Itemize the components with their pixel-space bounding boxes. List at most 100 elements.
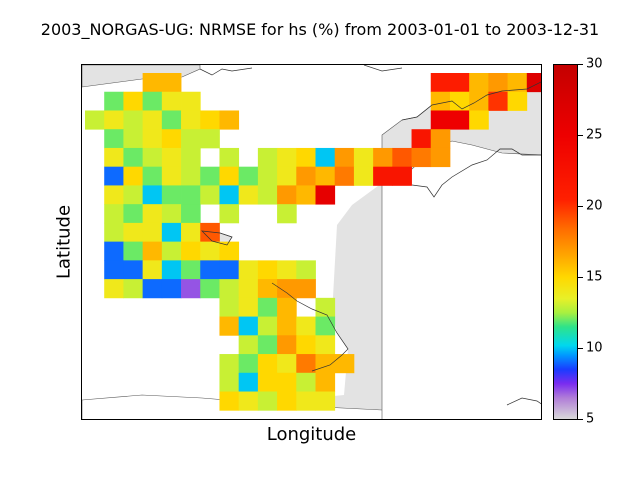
grid-cell (238, 372, 259, 392)
y-axis-label: Latitude (53, 204, 75, 280)
grid-cell (488, 91, 508, 111)
grid-cell (200, 129, 220, 149)
grid-cell (257, 391, 278, 411)
grid-cell (238, 297, 259, 317)
grid-cell (181, 222, 201, 243)
colorbar-tick-label: 25 (586, 127, 603, 143)
coastline-island (201, 230, 233, 246)
grid-cell (238, 260, 259, 280)
grid-cell (296, 185, 316, 205)
grid-cell (123, 222, 144, 243)
grid-cell (142, 241, 163, 261)
grid-cell (373, 147, 393, 168)
grid-cell (334, 166, 355, 186)
grid-cell (277, 316, 297, 336)
grid-cell (430, 147, 451, 168)
grid-cell (411, 129, 432, 149)
grid-cell (334, 354, 355, 374)
grid-cell (181, 204, 201, 224)
coastline-east (411, 148, 541, 198)
grid-cell (277, 204, 297, 224)
grid-cell (392, 166, 412, 186)
colorbar-tick-label: 10 (586, 340, 603, 356)
coastline-north (199, 65, 541, 121)
grid-cell (277, 297, 297, 317)
grid-cell (104, 185, 124, 205)
grid-cell (353, 166, 374, 186)
grid-cell (142, 91, 163, 111)
grid-cell (238, 279, 259, 299)
grid-cell (238, 354, 259, 374)
grid-cell (219, 185, 240, 205)
grid-cell (277, 147, 297, 168)
grid-cell (257, 260, 278, 280)
colorbar-tick (578, 206, 583, 207)
grid-cell (161, 185, 182, 205)
coastline-details (199, 65, 541, 406)
grid-cell (296, 166, 316, 186)
grid-cell (238, 185, 259, 205)
grid-cell (161, 260, 182, 280)
grid-cell (161, 204, 182, 224)
grid-cell (123, 129, 144, 149)
grid-cell (430, 129, 451, 149)
grid-cell (142, 73, 163, 93)
grid-cell (430, 73, 451, 93)
grid-cell (161, 91, 182, 111)
grid-cell (142, 222, 163, 243)
grid-cell (277, 166, 297, 186)
colorbar-tick-label: 30 (586, 56, 603, 72)
colorbar-tick (578, 135, 583, 136)
grid-cell (257, 147, 278, 168)
grid-cell (123, 147, 144, 168)
grid-cell (296, 260, 316, 280)
grid-cell (315, 316, 336, 336)
grid-cell (430, 110, 451, 130)
grid-cell (296, 372, 316, 392)
grid-cell (257, 185, 278, 205)
grid-cell (142, 204, 163, 224)
grid-cell (123, 110, 144, 130)
grid-cell (238, 316, 259, 336)
grid-cell (449, 73, 470, 93)
grid-cell (277, 185, 297, 205)
grid-cell (161, 147, 182, 168)
grid-cell (257, 354, 278, 374)
grid-cell (200, 222, 220, 243)
grid-cell (123, 166, 144, 186)
grid-cell (315, 147, 336, 168)
grid-cell (104, 279, 124, 299)
grid-cell (104, 241, 124, 261)
grid-cell (277, 354, 297, 374)
grid-cell (411, 147, 432, 168)
grid-cell (161, 73, 182, 93)
grid-cell (277, 335, 297, 355)
grid-cell (219, 391, 240, 411)
coastline-southeast (506, 397, 541, 406)
grid-cell (449, 110, 470, 130)
grid-cell (181, 185, 201, 205)
grid-cell (296, 391, 316, 411)
grid-cell (219, 166, 240, 186)
x-axis-label: Longitude (266, 424, 357, 445)
grid-cell (469, 91, 489, 111)
coastline-south-peninsula (271, 282, 349, 372)
grid-cell (123, 279, 144, 299)
colorbar (553, 64, 578, 420)
grid-cell (200, 166, 220, 186)
colorbar-tick (578, 348, 583, 349)
colorbar-tick (578, 64, 583, 65)
grid-cell (104, 129, 124, 149)
grid-cell (123, 91, 144, 111)
grid-cell (392, 147, 412, 168)
grid-cell (161, 129, 182, 149)
grid-cell (257, 297, 278, 317)
grid-cell (469, 110, 489, 130)
grid-cell (181, 166, 201, 186)
grid-cell (104, 91, 124, 111)
grid-cell (161, 222, 182, 243)
grid-cell (85, 110, 105, 130)
grid-cell (142, 110, 163, 130)
grid-cell (161, 166, 182, 186)
grid-cell (315, 185, 336, 205)
